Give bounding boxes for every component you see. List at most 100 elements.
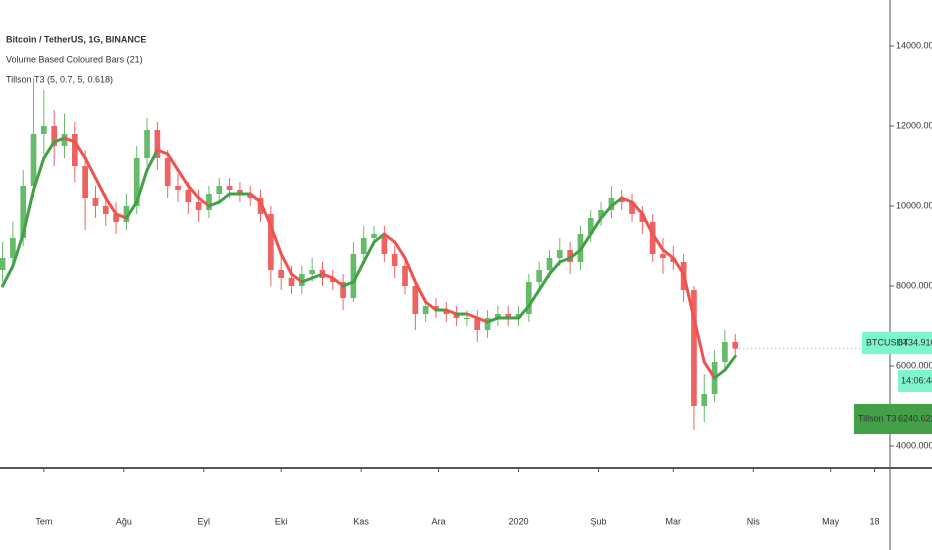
t3-line-segment [372, 232, 386, 244]
x-tick-label: Şub [590, 516, 606, 526]
t3-line-segment [290, 272, 304, 284]
x-tick-label: Kas [353, 516, 369, 526]
last-price-box [862, 332, 932, 354]
t3-line-segment [11, 232, 25, 268]
t3-line-segment [609, 196, 624, 208]
candle-body [288, 278, 295, 286]
t3-line-segment [382, 232, 397, 244]
t3-line-segment [269, 224, 283, 256]
t3-line-segment [300, 276, 314, 284]
t3-line-segment [32, 156, 46, 192]
candle-body [433, 306, 439, 310]
candle-body [691, 290, 697, 406]
candle-body [340, 282, 346, 298]
t3-line-segment [713, 368, 727, 380]
candle-body [546, 258, 553, 270]
candle-body [660, 254, 666, 258]
candle-body [175, 186, 181, 190]
candle-body [278, 270, 285, 278]
candle-body [309, 270, 315, 274]
candle-body [247, 194, 254, 198]
t3-line-segment [620, 196, 634, 204]
candle-body [464, 318, 470, 319]
t3-line-segment [558, 256, 572, 264]
t3-line-segment [527, 288, 541, 308]
candle-body [629, 202, 635, 214]
candle-body [0, 258, 6, 270]
t3-line-segment [444, 308, 459, 316]
candle-body [113, 214, 119, 222]
t3-line-segment [279, 252, 294, 276]
t3-line-segment [599, 204, 613, 220]
t3-line-segment [424, 300, 438, 312]
t3-line-segment [661, 248, 675, 260]
t3-line-segment [589, 216, 603, 236]
candle-body [123, 206, 130, 222]
indicator-label: Volume Based Coloured Bars (21) [6, 54, 143, 64]
candle-body [371, 234, 377, 238]
t3-line-segment [537, 272, 551, 292]
t3-last-name: Tillson T3 [858, 413, 897, 423]
candle-body [412, 286, 419, 314]
t3-line-segment [630, 200, 644, 216]
candle-body [92, 198, 99, 206]
y-tick-label: 4000.0000 [896, 440, 932, 450]
t3-line-segment [465, 312, 479, 320]
t3-last-label: 6240.6227 [898, 413, 932, 423]
t3-line-segment [124, 200, 139, 220]
t3-line-segment [578, 232, 593, 252]
t3-line-segment [155, 148, 170, 156]
candle-body [195, 202, 202, 210]
candle-body [20, 186, 27, 238]
t3-line-segment [702, 360, 717, 380]
candle-body [536, 270, 542, 282]
t3-last-box [854, 404, 932, 434]
t3-line-segment [83, 156, 97, 180]
t3-line-segment [166, 152, 180, 172]
t3-line-segment [104, 196, 118, 216]
t3-line-segment [197, 196, 211, 208]
y-tick-label: 6000.0000 [896, 360, 932, 370]
t3-line-segment [320, 272, 335, 280]
t3-line-segment [259, 200, 273, 228]
candle-body [185, 190, 192, 202]
t3-line-segment [21, 188, 36, 236]
y-tick-label: 12000.0000 [896, 120, 932, 130]
t3-line-segment [114, 212, 128, 220]
candle-body [298, 274, 305, 286]
y-tick-label: 10000.0000 [896, 200, 932, 210]
x-tick-label: Nis [747, 516, 760, 526]
x-tick-label: Eki [275, 516, 288, 526]
x-tick-label: 18 [870, 516, 880, 526]
candle-body [556, 250, 563, 258]
t3-line-segment [62, 136, 77, 144]
candle-body [505, 314, 512, 318]
candle-body [164, 158, 171, 186]
t3-line-segment [42, 140, 56, 160]
candle-body [350, 254, 357, 298]
t3-line-segment [52, 136, 66, 144]
candle-body [649, 222, 656, 254]
candle-body [618, 198, 625, 202]
timer-label: 14:06:48 [901, 375, 932, 385]
candle-body [567, 250, 573, 262]
t3-line-segment [393, 240, 407, 260]
t3-line-segment [475, 316, 490, 324]
candle-body [329, 278, 336, 282]
candle-body [144, 130, 150, 158]
candle-body [71, 134, 78, 166]
last-price-name: BTCUSDT [866, 337, 909, 347]
candle-body [443, 310, 450, 314]
t3-line-segment [93, 176, 108, 200]
t3-line-segment [403, 256, 417, 284]
candle-body [422, 306, 429, 314]
candle-body [268, 214, 274, 270]
t3-line-segment [413, 280, 428, 304]
candle-body [722, 342, 728, 362]
candle-body [82, 166, 88, 198]
x-tick-label: 2020 [509, 516, 529, 526]
candle-body [381, 234, 388, 254]
t3-line-segment [73, 140, 87, 160]
t3-line-segment [341, 280, 355, 288]
t3-line-segment [486, 316, 500, 324]
